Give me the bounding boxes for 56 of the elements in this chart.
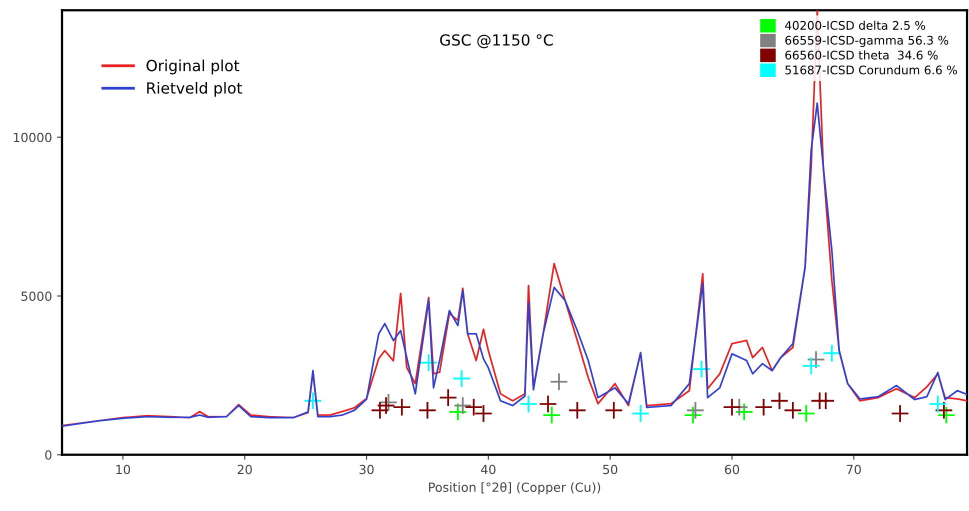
- y-tick-label: 0: [45, 450, 52, 460]
- point: [734, 402, 754, 422]
- point: [822, 344, 842, 362]
- point: [419, 353, 438, 372]
- point: [806, 350, 826, 369]
- point: [519, 394, 538, 414]
- point: [538, 394, 558, 414]
- point: [816, 392, 835, 410]
- point: [568, 401, 587, 420]
- point: [754, 398, 773, 416]
- point: [452, 369, 471, 388]
- y-tick-label: 10000: [14, 132, 52, 142]
- point: [550, 372, 568, 391]
- point: [934, 401, 954, 420]
- x-tick-label: 30: [360, 464, 374, 474]
- legend-label: Rietveld plot: [147, 82, 242, 97]
- point: [722, 398, 742, 416]
- text: GSC @1150 °C: [440, 34, 553, 48]
- x-tick-label: 20: [238, 464, 252, 474]
- point: [542, 406, 561, 424]
- x-tick-label: 70: [846, 464, 861, 474]
- point: [937, 406, 956, 424]
- point: [890, 404, 910, 423]
- point: [797, 404, 816, 423]
- point: [370, 401, 390, 420]
- x-tick-label: 50: [603, 464, 618, 474]
- point: [686, 401, 705, 420]
- x-tick-label: 40: [481, 464, 496, 474]
- point: [448, 402, 468, 422]
- point: [392, 398, 412, 416]
- legend-label: Original plot: [146, 60, 240, 74]
- point: [684, 406, 702, 424]
- point: [418, 401, 437, 420]
- point: [464, 398, 483, 416]
- x-axis-title: Position [°2θ] (Copper (Cu)): [429, 482, 600, 494]
- point: [438, 388, 458, 407]
- legend-label: 40200-ICSD delta 2.5 %: [785, 20, 926, 30]
- point: [928, 394, 948, 414]
- point: [802, 356, 820, 376]
- point: [770, 392, 789, 410]
- legend-label: 51687-ICSD Corundum 6.6 %: [785, 65, 957, 74]
- x-tick-label: 60: [724, 464, 740, 474]
- point: [692, 360, 711, 378]
- point: [454, 396, 472, 415]
- point: [604, 401, 624, 420]
- y-tick-label: 5000: [21, 291, 52, 301]
- point: [474, 404, 493, 423]
- point: [379, 393, 398, 412]
- point: [376, 396, 396, 415]
- legend-label: 66560-ICSD theta 34.6 %: [785, 50, 938, 60]
- legend-label: 66559-ICSD-gamma 56.3 %: [785, 36, 948, 48]
- line-series: [62, 102, 968, 428]
- x-tick-label: 10: [116, 464, 130, 474]
- point: [631, 404, 650, 423]
- point: [784, 401, 802, 420]
- point: [304, 392, 322, 410]
